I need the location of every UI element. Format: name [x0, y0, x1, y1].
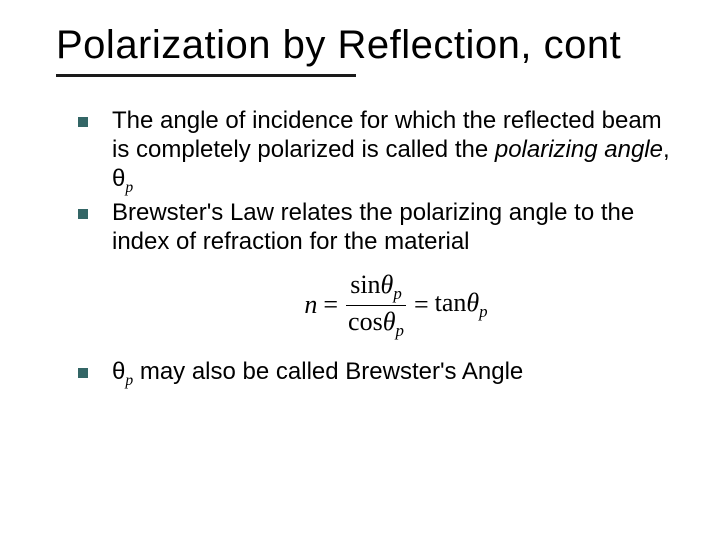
bullet-text: may also be called Brewster's Angle: [133, 358, 523, 385]
bullet-text-sub: p: [125, 178, 133, 195]
slide-title: Polarization by Reflection, cont: [56, 22, 680, 68]
slide: Polarization by Reflection, cont The ang…: [0, 0, 720, 540]
bullet-text-italic: polarizing angle: [495, 136, 663, 163]
formula-denominator: cosθp: [344, 306, 408, 340]
arg-symbol: θ: [381, 270, 394, 299]
fn-name: tan: [435, 288, 467, 317]
fn-name: sin: [350, 270, 380, 299]
formula-fraction: sinθp cosθp: [344, 271, 408, 340]
fn-name: cos: [348, 307, 383, 336]
equals-sign: =: [414, 290, 429, 320]
arg-sub: p: [396, 321, 404, 340]
formula-block: n = sinθp cosθp = tanθp: [76, 271, 680, 340]
bullet-text-sub: p: [125, 371, 133, 388]
arg-symbol: θ: [466, 288, 479, 317]
bullet-item: Brewster's Law relates the polarizing an…: [76, 199, 680, 257]
arg-symbol: θ: [383, 307, 396, 336]
slide-content: The angle of incidence for which the ref…: [56, 107, 680, 390]
formula-numerator: sinθp: [346, 271, 406, 306]
arg-sub: p: [479, 302, 487, 321]
title-underline: [56, 74, 356, 77]
equals-sign: =: [323, 290, 338, 320]
formula-row: n = sinθp cosθp = tanθp: [76, 271, 680, 340]
bullet-item: The angle of incidence for which the ref…: [76, 107, 680, 197]
formula-rhs: tanθp: [435, 288, 488, 322]
bullet-text: Brewster's Law relates the polarizing an…: [112, 199, 634, 255]
formula-lhs: n: [304, 290, 317, 320]
formula: n = sinθp cosθp = tanθp: [304, 271, 487, 340]
bullet-text: θ: [112, 358, 125, 385]
arg-sub: p: [393, 284, 401, 303]
bullet-list: The angle of incidence for which the ref…: [76, 107, 680, 390]
bullet-item: θp may also be called Brewster's Angle: [76, 358, 680, 391]
